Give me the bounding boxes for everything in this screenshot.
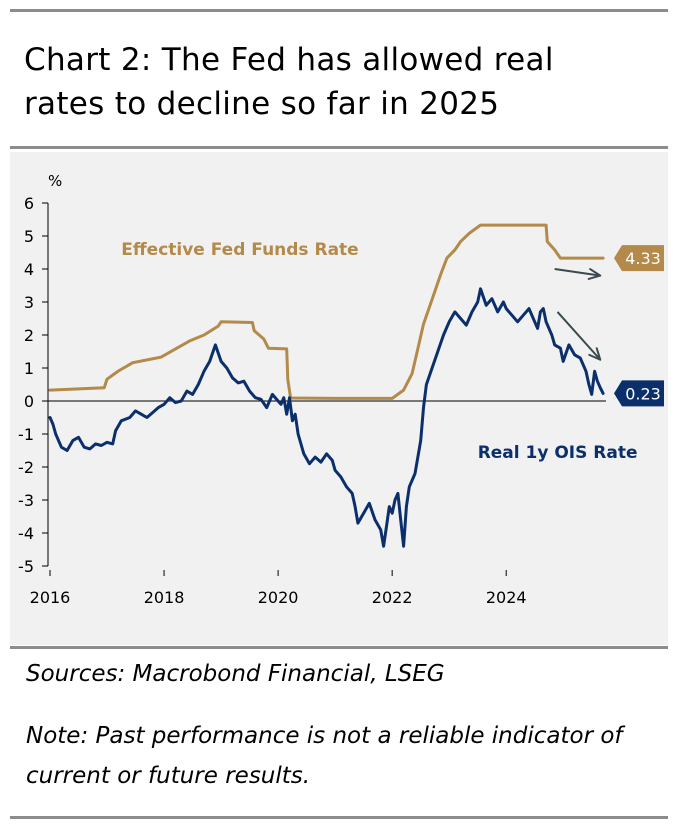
fed-funds-rate-line <box>48 223 605 400</box>
y-tick-label: 2 <box>24 326 34 345</box>
y-tick-label: 0 <box>24 392 34 411</box>
chart-bottom-rule <box>10 646 668 649</box>
sources-text: Sources: Macrobond Financial, LSEG <box>26 661 445 687</box>
x-tick-label: 2020 <box>258 588 299 607</box>
y-tick-label: 5 <box>24 227 34 246</box>
y-tick-label: -5 <box>18 557 34 576</box>
ois-end-tag <box>614 380 664 407</box>
y-tick-label: -1 <box>18 425 34 444</box>
top-rule <box>10 9 668 12</box>
y-tick-label: 6 <box>24 194 34 213</box>
disclaimer-note: Note: Past performance is not a reliable… <box>26 723 623 789</box>
chart-panel: % 6 5 4 3 2 1 0 -1 -2 -3 -4 -5 2016 2018 2020 2022 2024 4… <box>10 152 668 645</box>
y-axis-unit-label: % <box>48 172 62 190</box>
ois-series-label: Real 1y OIS Rate <box>478 443 638 463</box>
line-chart: % 6 5 4 3 2 1 0 -1 -2 -3 -4 -5 2016 2018 2020 2022 2024 4… <box>18 172 664 607</box>
trend-arrow-line <box>554 268 601 277</box>
x-tick-label: 2022 <box>372 588 413 607</box>
real-ois-rate-line <box>48 287 605 548</box>
chart-title: Chart 2: The Fed has allowed real rates … <box>24 42 554 122</box>
fed-funds-end-tag <box>614 245 664 272</box>
y-tick-label: 3 <box>24 293 34 312</box>
x-tick-label: 2018 <box>144 588 185 607</box>
title-rule <box>10 146 668 149</box>
fed-funds-end-value: 4.33 <box>625 249 661 268</box>
y-tick-label: -4 <box>18 524 34 543</box>
trend-arrow-head <box>588 347 602 361</box>
y-tick-label: -2 <box>18 458 34 477</box>
trend-arrow-line <box>556 311 602 361</box>
y-tick-label: 1 <box>24 359 34 378</box>
bottom-rule <box>10 816 668 819</box>
trend-arrow-head <box>587 268 602 280</box>
y-tick-label: 4 <box>24 260 34 279</box>
ois-end-value: 0.23 <box>625 384 661 403</box>
x-tick-label: 2016 <box>30 588 71 607</box>
fed-funds-series-label: Effective Fed Funds Rate <box>121 240 358 260</box>
y-tick-label: -3 <box>18 491 34 510</box>
x-tick-label: 2024 <box>486 588 527 607</box>
